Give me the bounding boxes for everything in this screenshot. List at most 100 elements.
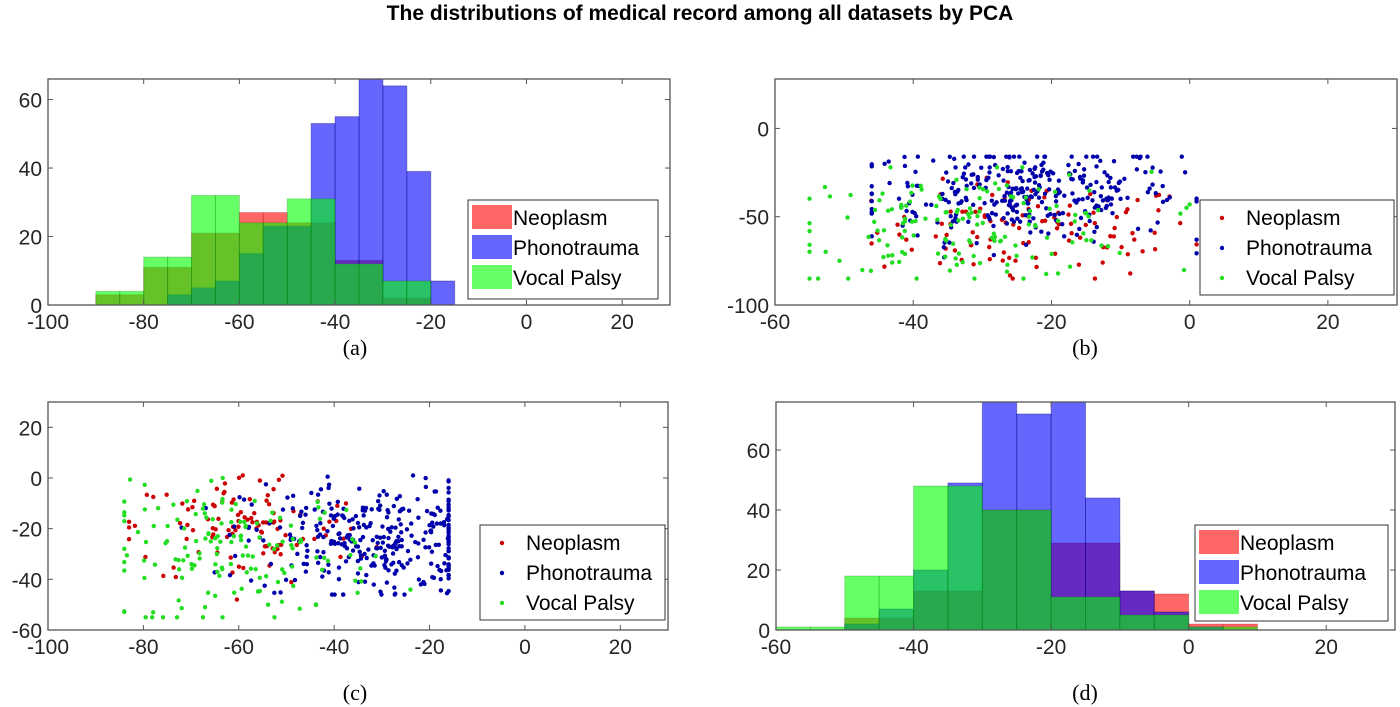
scatter-point	[1130, 154, 1136, 159]
scatter-point	[399, 530, 404, 535]
scatter-point	[243, 544, 249, 549]
scatter-point	[231, 534, 236, 539]
scatter-point	[435, 505, 440, 510]
scatter-point	[971, 262, 976, 267]
x-tick-label: 20	[610, 311, 633, 334]
scatter-point	[1002, 198, 1008, 203]
scatter-point	[1155, 220, 1160, 225]
scatter-point	[197, 551, 202, 556]
scatter-point	[1004, 269, 1010, 274]
legend-label: Neoplasm	[513, 207, 608, 230]
legend-box	[1199, 199, 1395, 296]
scatter-point	[1039, 199, 1045, 205]
scatter-point	[1164, 197, 1170, 203]
scatter-point	[350, 517, 355, 522]
x-tick-label: 0	[1184, 311, 1196, 334]
scatter-point	[355, 571, 361, 576]
scatter-point	[280, 539, 285, 544]
scatter-point	[204, 515, 209, 520]
legend: Neoplasm Phonotrauma Vocal Palsy	[1199, 199, 1395, 296]
scatter-point	[213, 593, 218, 599]
scatter-point	[195, 488, 200, 494]
scatter-point	[1031, 187, 1036, 192]
scatter-point	[143, 539, 149, 545]
scatter-point	[1160, 199, 1166, 205]
panel-b: -60 -40 -20 0 20 -100 -50 0 Neoplasm Phonotrauma V…	[727, 78, 1398, 360]
histogram-bar	[358, 263, 384, 305]
scatter-point	[275, 546, 280, 552]
scatter-point	[295, 551, 300, 557]
scatter-point	[938, 196, 943, 202]
scatter-point	[1033, 174, 1039, 179]
histogram-bar	[947, 485, 983, 630]
scatter-point	[446, 588, 451, 594]
scatter-point	[343, 501, 349, 506]
scatter-point	[963, 165, 968, 170]
scatter-point	[240, 473, 245, 478]
x-tick-label: 0	[1183, 636, 1195, 659]
scatter-point	[1125, 252, 1131, 257]
scatter-point	[837, 258, 842, 264]
scatter-point	[415, 555, 421, 560]
scatter-point	[1068, 221, 1074, 227]
series-vocal-palsy	[807, 165, 1192, 281]
legend-label: Vocal Palsy	[526, 592, 635, 615]
scatter-point	[1027, 177, 1032, 183]
scatter-point	[1052, 212, 1057, 218]
scatter-point	[1047, 177, 1052, 183]
scatter-point	[361, 522, 367, 528]
scatter-point	[406, 508, 412, 513]
scatter-point	[396, 534, 401, 539]
scatter-point	[283, 532, 288, 538]
scatter-point	[947, 240, 952, 245]
scatter-point	[434, 521, 440, 526]
scatter-point	[977, 209, 982, 214]
scatter-point	[341, 592, 346, 597]
scatter-point	[203, 536, 208, 541]
scatter-point	[357, 486, 362, 491]
scatter-point	[1128, 271, 1133, 276]
scatter-point	[1109, 196, 1114, 201]
scatter-point	[332, 541, 338, 546]
scatter-point	[947, 268, 953, 273]
scatter-point	[200, 615, 206, 620]
scatter-point	[1021, 200, 1026, 206]
scatter-point	[143, 615, 148, 620]
scatter-point	[1017, 219, 1023, 224]
scatter-point	[424, 508, 430, 514]
scatter-point	[902, 163, 908, 169]
scatter-point	[1023, 195, 1029, 200]
scatter-point	[1090, 198, 1095, 203]
scatter-point	[1100, 260, 1105, 265]
scatter-point	[383, 559, 389, 564]
scatter-point	[947, 154, 952, 159]
scatter-point	[368, 521, 373, 526]
scatter-point	[226, 528, 231, 533]
scatter-point	[322, 510, 327, 515]
scatter-point	[289, 564, 295, 569]
scatter-point	[931, 158, 936, 163]
scatter-point	[1152, 230, 1157, 235]
scatter-point	[171, 565, 176, 570]
legend-marker	[1219, 245, 1225, 251]
scatter-point	[1104, 196, 1109, 201]
y-tick-label: -20	[12, 519, 42, 542]
scatter-point	[1081, 231, 1086, 236]
scatter-point	[909, 190, 914, 196]
scatter-point	[868, 268, 874, 273]
scatter-point	[1194, 242, 1199, 247]
scatter-point	[952, 189, 958, 195]
y-tick-label: 0	[757, 118, 769, 141]
scatter-point	[291, 583, 296, 589]
scatter-point	[982, 200, 987, 206]
scatter-point	[1027, 208, 1033, 214]
scatter-point	[374, 534, 380, 539]
scatter-point	[1001, 178, 1006, 183]
scatter-point	[1080, 197, 1085, 202]
scatter-point	[1122, 176, 1127, 182]
scatter-point	[386, 568, 391, 573]
scatter-point	[1096, 204, 1101, 209]
scatter-point	[446, 522, 451, 528]
scatter-point	[984, 154, 989, 159]
scatter-point	[1007, 273, 1013, 278]
